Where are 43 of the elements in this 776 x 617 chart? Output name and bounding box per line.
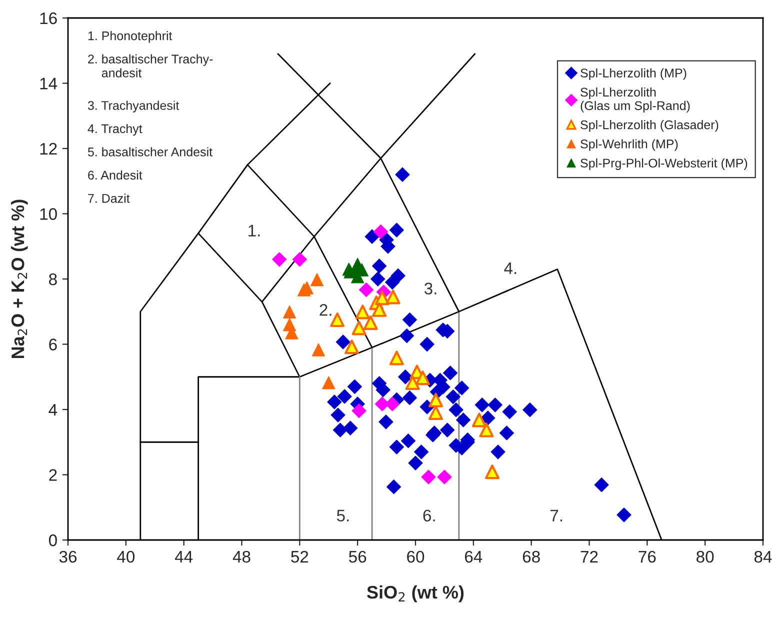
x-tick-label: 72 — [580, 550, 598, 562]
annotation: 7. — [550, 510, 562, 522]
y-tick-label: 8 — [49, 273, 57, 286]
legend-label: Spl-Lherzolith (Glas um Spl-Rand) — [580, 87, 690, 113]
annotation: 3. — [424, 282, 436, 294]
annotation: 1. — [248, 224, 260, 236]
x-axis-title: SiO$_{2}$ (wt %) — [367, 585, 464, 602]
annotation: 5. — [336, 510, 349, 522]
y-tick-label: 12 — [40, 142, 57, 155]
x-tick-label: 48 — [232, 550, 250, 563]
annotation: 6. — [423, 510, 435, 522]
annotation: 1. Phonotephrit — [88, 31, 172, 43]
x-tick-label: 68 — [522, 550, 540, 563]
x-tick-label: 56 — [348, 550, 366, 563]
y-tick-label: 10 — [40, 208, 57, 220]
x-tick-label: 40 — [117, 550, 135, 563]
legend-label: Spl-Lherzolith (MP) — [580, 68, 686, 80]
annotation: 2. — [320, 304, 332, 316]
x-tick-label: 52 — [291, 550, 308, 563]
legend-label: Spl-Prg-Phl-Ol-Websterit (MP) — [580, 158, 748, 170]
annotation: 2. basaltischer Trachy- andesit — [88, 54, 213, 78]
x-tick-label: 44 — [174, 551, 193, 562]
annotation: 5. basaltischer Andesit — [88, 147, 212, 156]
y-axis-title: Na$_{2}$O + K$_{2}$O (wt %) — [10, 200, 28, 358]
x-tick-label: 84 — [754, 550, 772, 563]
y-tick-label: 0 — [48, 534, 57, 546]
y-tick-label: 16 — [40, 12, 57, 24]
annotation: 3. Trachyandesit — [88, 100, 180, 112]
legend-label: Spl-Wehrlith (MP) — [580, 139, 678, 151]
annotation: 4. Trachyt — [88, 124, 142, 136]
y-tick-label: 4 — [48, 404, 58, 416]
x-tick-label: 36 — [59, 550, 77, 563]
y-tick-label: 6 — [49, 338, 57, 350]
x-tick-label: 60 — [407, 550, 424, 563]
y-tick-label: 2 — [49, 469, 57, 481]
annotation: 6. Andesit — [88, 170, 142, 180]
y-tick-label: 14 — [40, 78, 58, 90]
x-tick-label: 80 — [696, 550, 714, 563]
x-tick-label: 64 — [464, 550, 482, 563]
annotation: 7. Dazit — [88, 194, 130, 203]
annotation: 4. — [504, 262, 516, 274]
x-tick-label: 76 — [638, 550, 656, 563]
legend-label: Spl-Lherzolith (Glasader) — [580, 120, 718, 132]
